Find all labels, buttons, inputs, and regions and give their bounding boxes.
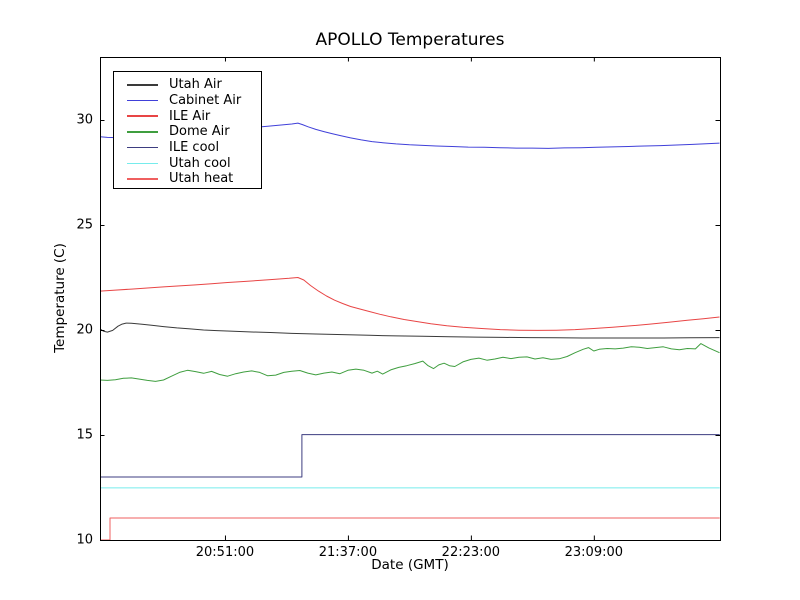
- legend-item-ile-cool: ILE cool: [114, 140, 261, 156]
- y-tick-label: 15: [76, 427, 93, 443]
- legend-line-swatch: [127, 131, 158, 133]
- series-line-dome-air: [100, 343, 720, 382]
- legend-line-swatch: [127, 115, 158, 117]
- legend-item-utah-cool: Utah cool: [114, 155, 261, 171]
- x-tick-label: 20:51:00: [195, 545, 255, 560]
- x-tick-label: 22:23:00: [441, 545, 501, 560]
- legend-line-swatch: [127, 84, 158, 86]
- legend-line-swatch: [127, 99, 158, 102]
- legend-label: Utah Air: [169, 77, 222, 93]
- legend-label: ILE Air: [169, 108, 211, 124]
- chart-title: APOLLO Temperatures: [315, 30, 505, 50]
- legend-item-dome-air: Dome Air: [114, 124, 261, 140]
- y-tick-label: 25: [76, 217, 93, 233]
- legend-line-swatch: [127, 178, 158, 180]
- legend-line-swatch: [127, 146, 158, 149]
- series-line-utah-heat: [100, 517, 720, 541]
- y-tick-label: 20: [76, 322, 93, 338]
- legend-label: ILE cool: [169, 140, 220, 156]
- series-line-utah-air: [99, 322, 720, 339]
- legend-label: Utah heat: [169, 171, 234, 187]
- legend-label: Cabinet Air: [169, 93, 242, 109]
- legend-item-utah-heat: Utah heat: [114, 171, 261, 187]
- y-tick-label: 30: [76, 112, 93, 128]
- x-axis-label: Date (GMT): [371, 557, 449, 573]
- series-line-ile-cool: [100, 434, 720, 478]
- y-tick-label: 10: [76, 532, 93, 548]
- axes-frame: [100, 57, 721, 541]
- legend-item-ile-air: ILE Air: [114, 108, 261, 124]
- legend: Utah Air Cabinet Air ILE Air Dome Air ILE co…: [113, 71, 262, 189]
- legend-item-utah-air: Utah Air: [114, 77, 261, 93]
- x-tick-label: 21:37:00: [318, 545, 378, 560]
- series-line-ile-air: [100, 277, 720, 331]
- legend-item-cabinet-air: Cabinet Air: [114, 93, 261, 109]
- x-tick-label: 23:09:00: [564, 545, 624, 560]
- legend-label: Dome Air: [169, 124, 230, 140]
- legend-line-swatch: [127, 162, 158, 165]
- legend-label: Utah cool: [169, 155, 231, 171]
